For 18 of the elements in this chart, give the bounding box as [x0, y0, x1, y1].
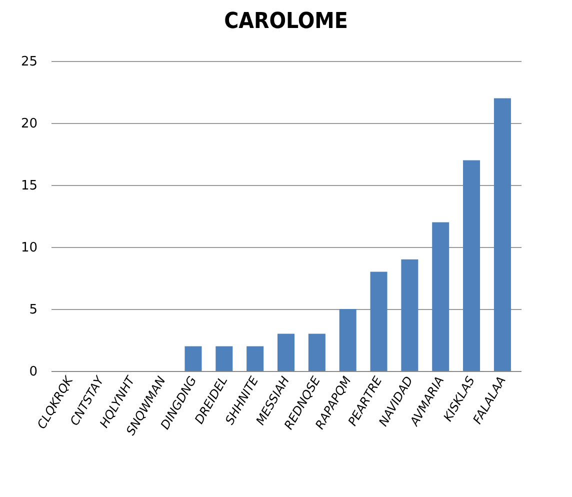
bar	[401, 259, 418, 371]
y-tick-label: 10	[20, 240, 38, 256]
chart-title: CAROLOME	[224, 9, 348, 34]
bar	[370, 272, 388, 371]
bar	[339, 309, 356, 371]
bar	[216, 346, 233, 371]
y-tick-label: 15	[20, 178, 38, 194]
y-tick-label: 20	[20, 116, 38, 132]
bar	[246, 346, 264, 371]
y-tick-label: 25	[20, 54, 38, 70]
bar	[432, 222, 450, 371]
bar	[184, 346, 202, 371]
bar	[277, 334, 295, 371]
y-tick-label: 5	[29, 302, 38, 318]
y-tick-label: 0	[29, 364, 38, 380]
bar	[463, 160, 480, 371]
bar	[494, 98, 511, 371]
bar	[308, 334, 326, 371]
